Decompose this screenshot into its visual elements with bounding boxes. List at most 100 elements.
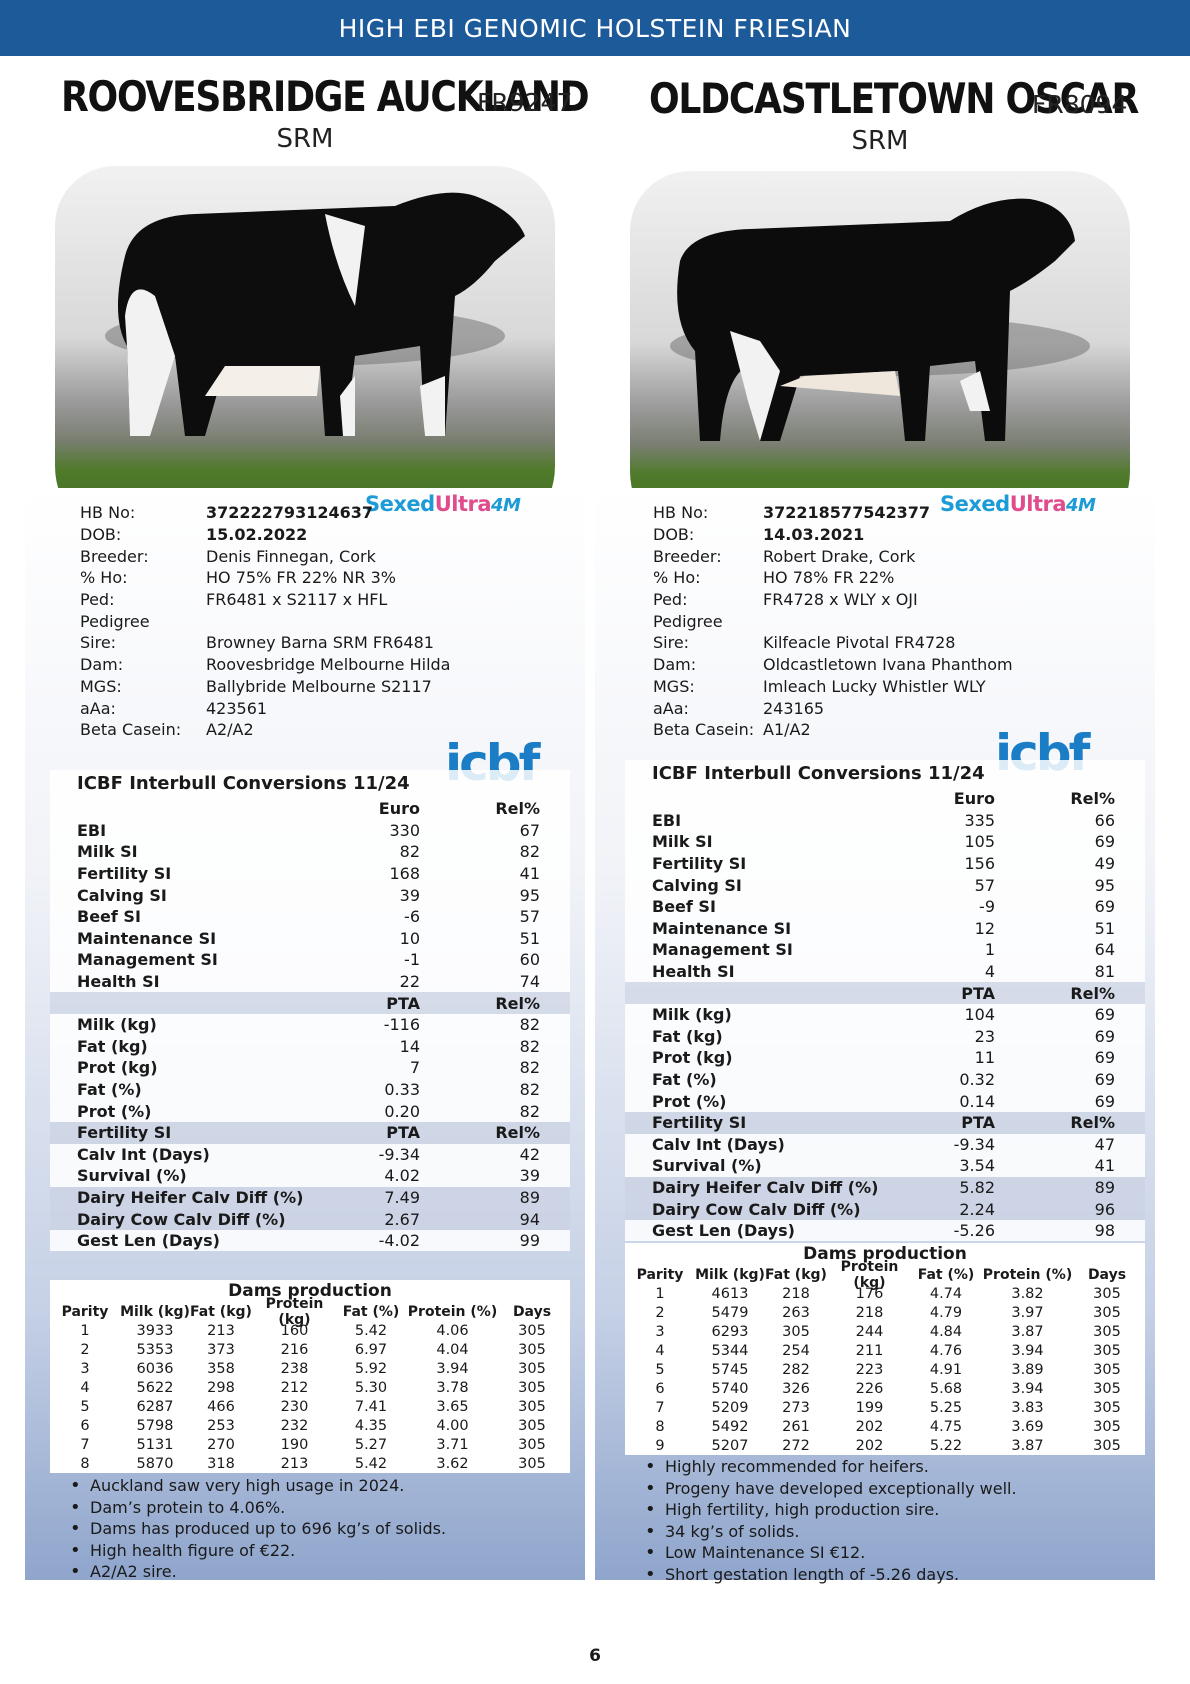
stat-label: Calving SI: [77, 885, 167, 905]
dams-cell: 3.89: [1011, 1361, 1044, 1378]
stat-reliability: 69: [1094, 1048, 1115, 1068]
stat-reliability: 94: [519, 1209, 540, 1229]
dams-column-header: Protein (kg): [840, 1258, 899, 1291]
label-pedigree: Pedigree: [653, 611, 723, 631]
stat-label: Fertility SI: [77, 864, 172, 884]
note-item: 34 kg’s of solids.: [645, 1521, 1017, 1543]
stat-label: EBI: [77, 820, 107, 840]
dams-cell: 305: [782, 1323, 810, 1340]
stats-row: Calving SI 57 95: [625, 874, 1145, 896]
stats-row: Maintenance SI 10 51: [50, 928, 570, 950]
label-ho: % Ho:: [653, 568, 701, 588]
stat-reliability: 57: [519, 907, 540, 927]
stats-row: Fat (kg) 23 69: [625, 1026, 1145, 1048]
stats-row: Prot (%) 0.20 82: [50, 1100, 570, 1122]
cow-image: [670, 198, 1090, 441]
stats-row: Calving SI 39 95: [50, 884, 570, 906]
dams-cell: 305: [1093, 1437, 1121, 1454]
dams-cell: 5: [80, 1398, 90, 1415]
value-hb: 372222793124637: [206, 503, 373, 523]
dams-column-header: Fat (kg): [765, 1266, 827, 1283]
dams-production-table: Dams production Parity Milk (kg) Fat (kg) P…: [625, 1243, 1145, 1455]
label-dob: DOB:: [653, 525, 695, 545]
value-mgs: Ballybride Melbourne S2117: [206, 676, 432, 696]
value-aaa: 243165: [763, 698, 825, 718]
dams-column-header: Milk (kg): [120, 1303, 190, 1320]
bull-title: OLDCASTLETOWN OSCAR FR8094: [600, 74, 1160, 123]
stats-row: Prot (%) 0.14 69: [625, 1090, 1145, 1112]
stats-row: Beef SI -6 57: [50, 906, 570, 928]
stat-label: Maintenance SI: [652, 918, 792, 938]
dams-cell: 4: [655, 1342, 665, 1359]
label-breeder: Breeder:: [80, 546, 149, 566]
stat-label: Calv Int (Days): [652, 1134, 785, 1154]
value-aaa: 423561: [206, 698, 268, 718]
dams-header-row: Parity Milk (kg) Fat (kg) Protein (kg) Fat (…: [50, 1296, 570, 1328]
dams-cell: 305: [1093, 1380, 1121, 1397]
dams-cell: 3: [655, 1323, 665, 1340]
notes-list: Highly recommended for heifers.Progeny h…: [645, 1456, 1017, 1585]
stats-row: EBI 330 67: [50, 820, 570, 842]
stat-reliability: 82: [519, 1036, 540, 1056]
page-banner: HIGH EBI GENOMIC HOLSTEIN FRIESIAN: [0, 0, 1190, 56]
value-dob: 14.03.2021: [763, 525, 865, 545]
dams-cell: 270: [207, 1436, 235, 1453]
dams-cell: 4.84: [929, 1323, 963, 1340]
value-ped: FR6481 x S2117 x HFL: [206, 590, 388, 610]
label-pedigree: Pedigree: [80, 611, 150, 631]
stats-row: Milk SI 82 82: [50, 841, 570, 863]
stat-value: 4: [984, 962, 995, 982]
stat-label: Maintenance SI: [77, 928, 217, 948]
stat-label: Health SI: [77, 972, 160, 992]
dams-cell: 305: [1093, 1361, 1121, 1378]
dams-cell: 226: [855, 1380, 884, 1397]
label-mgs: MGS:: [653, 676, 695, 696]
stat-label: Dairy Heifer Calv Diff (%): [652, 1177, 879, 1197]
stat-label: Milk (kg): [77, 1015, 157, 1035]
label-dam: Dam:: [653, 655, 697, 675]
dams-cell: 4.75: [929, 1418, 963, 1435]
stat-reliability: 47: [1094, 1134, 1115, 1154]
dams-cell: 5.30: [354, 1379, 388, 1396]
value-breeder: Robert Drake, Cork: [763, 546, 916, 566]
sexedultra-logo: SexedUltra4M: [940, 492, 1096, 516]
dams-cell: 305: [518, 1398, 546, 1415]
stat-value: 7.49: [384, 1187, 420, 1207]
dams-cell: 4.00: [436, 1417, 469, 1434]
dams-cell: 223: [855, 1361, 884, 1378]
stats-row: EBI 335 66: [625, 810, 1145, 832]
dams-cell: 213: [280, 1455, 309, 1472]
label-sire: Sire:: [80, 633, 117, 653]
dams-column-header: Days: [512, 1303, 552, 1320]
stat-reliability: 51: [519, 928, 540, 948]
stat-value: 82: [399, 842, 420, 862]
dams-cell: 4.79: [929, 1304, 963, 1321]
dams-column-header: Protein (%): [407, 1303, 498, 1320]
dams-production-table: Dams production Parity Milk (kg) Fat (kg) P…: [50, 1280, 570, 1473]
dams-cell: 5209: [711, 1399, 749, 1416]
stat-value: 39: [399, 885, 420, 905]
dams-column-header: Days: [1087, 1266, 1127, 1283]
stats-row: Fertility SI 168 41: [50, 863, 570, 885]
stat-label: Gest Len (Days): [652, 1221, 795, 1241]
bull-name: ROOVESBRIDGE AUCKLAND: [61, 72, 590, 121]
stat-label: Calv Int (Days): [77, 1144, 210, 1164]
value-dam: Roovesbridge Melbourne Hilda: [206, 655, 451, 675]
dams-cell: 3.87: [1011, 1437, 1044, 1454]
dams-column-header: Parity: [636, 1266, 684, 1283]
stat-label: Gest Len (Days): [77, 1231, 220, 1251]
stat-label: Dairy Heifer Calv Diff (%): [77, 1187, 304, 1207]
note-item: Progeny have developed exceptionally wel…: [645, 1478, 1017, 1500]
dams-cell: 8: [80, 1455, 90, 1472]
dams-cell: 305: [1093, 1418, 1121, 1435]
dams-cell: 2: [655, 1304, 665, 1321]
dams-cell: 6.97: [354, 1341, 388, 1358]
dams-cell: 3.78: [436, 1379, 469, 1396]
value-sire: Browney Barna SRM FR6481: [206, 633, 434, 653]
stat-reliability: 82: [519, 1015, 540, 1035]
stats-row: Survival (%) 3.54 41: [625, 1155, 1145, 1177]
stats-row: Management SI 1 64: [625, 939, 1145, 961]
label-mgs: MGS:: [80, 676, 122, 696]
info-panel: SexedUltra4M HB No: 372218577542377 DOB: 1…: [595, 488, 1155, 1584]
stat-reliability: 99: [519, 1231, 540, 1251]
